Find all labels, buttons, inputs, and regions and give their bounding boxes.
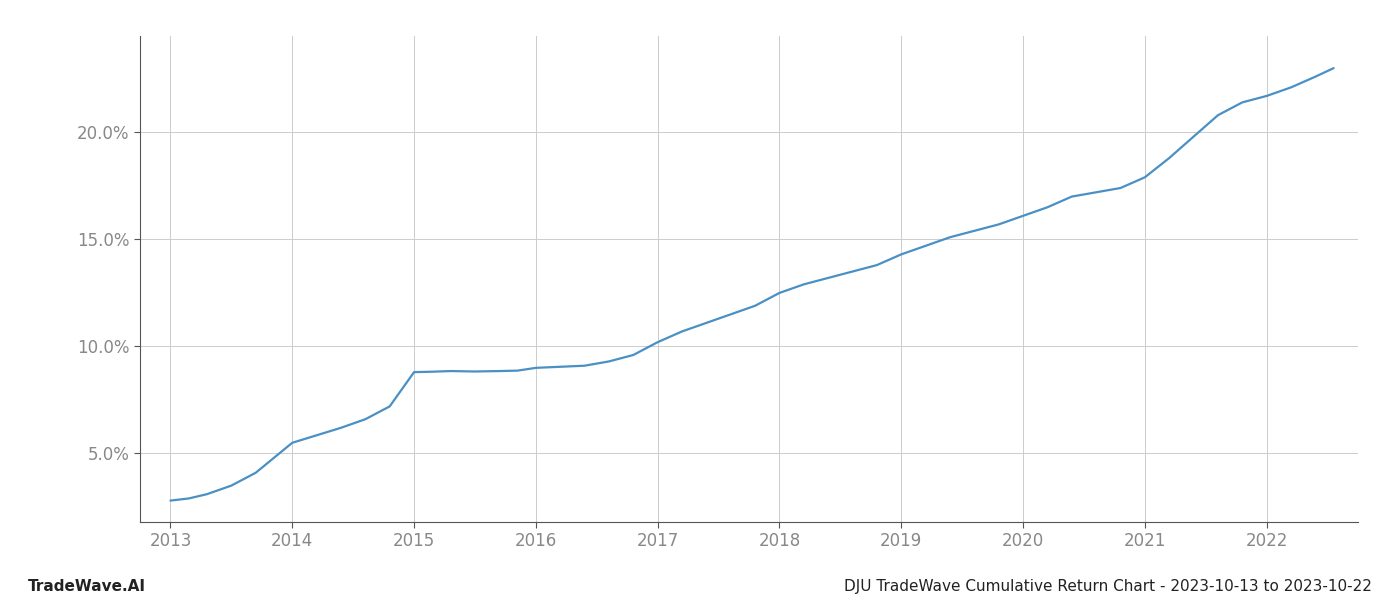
Text: TradeWave.AI: TradeWave.AI <box>28 579 146 594</box>
Text: DJU TradeWave Cumulative Return Chart - 2023-10-13 to 2023-10-22: DJU TradeWave Cumulative Return Chart - … <box>844 579 1372 594</box>
